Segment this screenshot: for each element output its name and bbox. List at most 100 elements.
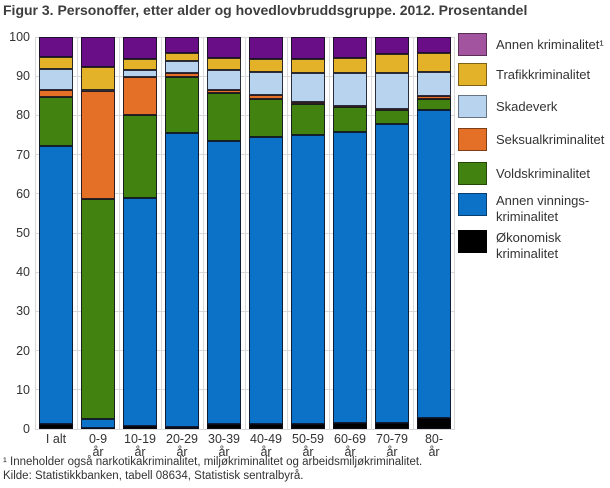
gridline [35,37,36,429]
y-axis-tick-label: 50 [16,226,30,240]
bar-segment [39,424,73,429]
bar-segment [249,136,283,425]
bar [249,37,283,429]
bar [417,37,451,429]
bar [207,37,241,429]
bar-segment [81,37,115,68]
legend-label: Skadeverk [496,99,558,114]
bar-segment [165,61,199,74]
y-axis-tick-label: 30 [16,304,30,319]
bar-segment [165,73,199,78]
bar-segment [291,423,325,429]
bar-segment [207,93,241,142]
bar-segment [207,58,241,71]
bar-segment [333,73,367,106]
x-axis-tick-label: 80- år [424,432,444,459]
y-axis-tick-label: 90 [16,69,30,84]
bar [333,37,367,429]
bar-segment [417,37,451,53]
bar-segment [123,426,157,429]
y-axis-tick-label: 10 [16,382,30,397]
bar-segment [291,37,325,59]
bar-segment [417,52,451,73]
legend-swatch [458,63,487,86]
bar-segment [207,424,241,429]
bar-segment [39,57,73,69]
bar-segment [39,97,73,147]
footnote-1: ¹ Inneholder også narkotikakriminalitet,… [3,456,423,468]
legend-item: Voldskriminalitet [458,162,610,185]
bar [375,37,409,429]
gridline [35,428,455,430]
bar-segment [333,423,367,429]
legend-item: Skadeverk [458,95,610,118]
gridline [329,37,330,429]
gridline [203,37,204,429]
bar-segment [207,70,241,91]
footnotes: ¹ Inneholder også narkotikakriminalitet,… [3,456,607,483]
bar-segment [417,98,451,110]
bar-segment [81,91,115,199]
legend-swatch [458,230,487,253]
x-axis-tick-label: 30-39 år [208,432,240,459]
legend-label: Seksualkriminalitet [496,132,605,147]
legend-item: Annen vinnings-kriminalitet [458,193,610,227]
bar [81,37,115,429]
bar [165,37,199,429]
gridline [413,37,414,429]
legend-swatch [458,95,487,118]
footnote-source: Kilde: Statistikkbanken, tabell 08634, S… [3,469,304,482]
bar-segment [207,90,241,94]
bar-segment [165,426,199,429]
bar-segment [123,70,157,78]
bar-segment [375,53,409,74]
y-axis-tick-label: 100 [9,30,30,44]
gridline [245,37,246,429]
bar-segment [375,37,409,54]
bar-segment [375,73,409,109]
bar-segment [123,58,157,71]
bar-segment [417,109,451,419]
bar-segment [375,109,409,124]
x-axis-tick-label: 50-59 år [292,432,324,459]
legend-item: Økonomisk kriminalitet [458,230,610,264]
bar-segment [249,71,283,96]
bar-segment [207,37,241,59]
bar-segment [39,68,73,90]
y-axis-tick-label: 70 [16,147,30,162]
x-axis-tick-label: I alt [45,432,67,446]
legend-item: Seksualkriminalitet [458,128,610,151]
bar-segment [333,106,367,133]
legend-swatch [458,162,487,185]
y-axis-tick-label: 0 [23,422,30,436]
bar-segment [165,37,199,54]
bar-segment [249,424,283,429]
y-axis-tick-label: 60 [16,186,30,201]
bar-segment [417,96,451,99]
bar-segment [123,197,157,427]
x-axis-tick-label: 40-49 år [250,432,282,459]
legend-swatch [458,193,487,216]
bar-segment [39,146,73,425]
bar-segment [291,102,325,105]
x-axis-tick-label: 60-69 år [334,432,366,459]
bar-segment [291,135,325,424]
legend-label: Annen kriminalitet¹ [496,37,604,52]
gridline [371,37,372,429]
bar-segment [81,67,115,90]
gridline [77,37,78,429]
gridline [454,37,455,429]
bar-segment [123,115,157,198]
bar-segment [375,423,409,429]
gridline [287,37,288,429]
legend-swatch [458,33,487,56]
bar-segment [291,58,325,74]
x-axis-tick-label: 10-19 år [124,432,156,459]
legend-swatch [458,128,487,151]
bar [291,37,325,429]
bar-segment [81,419,115,428]
chart-title: Figur 3. Personoffer, etter alder og hov… [3,2,528,18]
bar-segment [333,37,367,59]
legend-label: Økonomisk kriminalitet [496,230,562,261]
